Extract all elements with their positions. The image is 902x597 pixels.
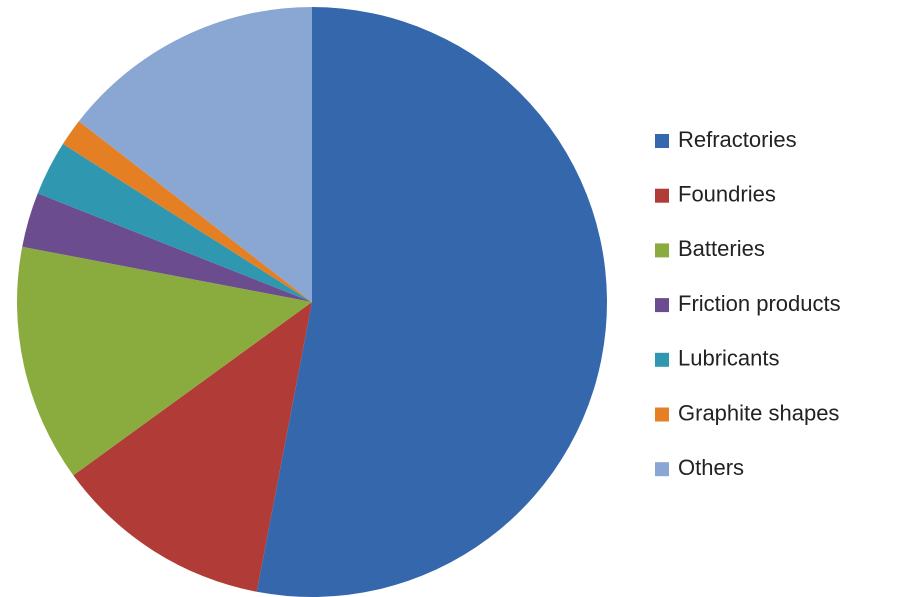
legend-swatch <box>655 407 669 422</box>
legend-label: Foundries <box>678 182 776 207</box>
legend-swatch <box>655 243 669 258</box>
pie-slice <box>62 121 312 303</box>
pie-slice <box>37 143 312 302</box>
legend-swatch <box>655 298 669 313</box>
legend-label: Batteries <box>678 236 765 261</box>
legend-label: Graphite shapes <box>678 400 839 425</box>
pie-slice <box>17 246 313 476</box>
pie-slice <box>78 7 313 302</box>
legend-swatch <box>655 188 669 203</box>
pie-slice <box>256 7 608 597</box>
pie-slice <box>22 193 313 302</box>
legend-label: Friction products <box>678 291 841 316</box>
legend-swatch <box>655 352 669 367</box>
legend-label: Others <box>678 455 744 480</box>
legend-label: Refractories <box>678 127 797 152</box>
legend-label: Lubricants <box>678 346 780 371</box>
legend-swatch <box>655 462 669 477</box>
legend-swatch <box>655 134 669 148</box>
pie-slice <box>73 302 312 592</box>
